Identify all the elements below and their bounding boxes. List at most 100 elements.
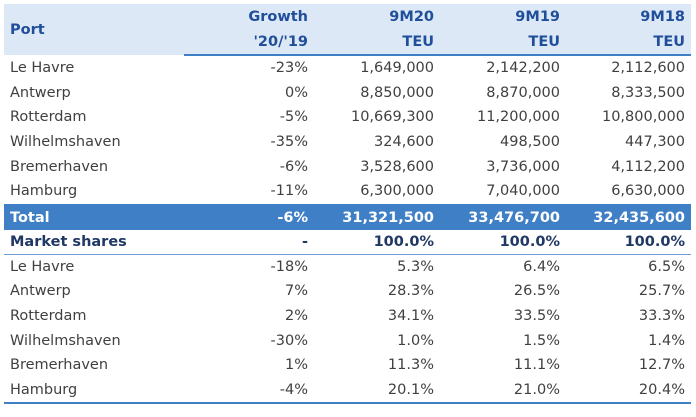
share-row-9m19: 1.5%	[523, 332, 560, 349]
shares-body: Le Havre -18% 5.3% 6.4% 6.5% Antwerp 7% 28.3% 26…	[4, 254, 691, 405]
share-row-port: Le Havre	[10, 258, 75, 275]
share-row-port: Bremerhaven	[10, 357, 109, 374]
share-row-9m20: 1.0%	[397, 332, 434, 349]
header-9m20-line2: TEU	[314, 29, 440, 56]
volume-row-growth: -6%	[279, 158, 308, 175]
market-shares-label: Market shares	[4, 229, 184, 255]
share-row: Antwerp 7% 28.3% 26.5% 25.7%	[4, 279, 691, 304]
total-label: Total	[4, 204, 184, 230]
share-row-growth: -4%	[184, 377, 314, 405]
share-row: Le Havre -18% 5.3% 6.4% 6.5%	[4, 254, 691, 279]
share-row: Rotterdam 2% 34.1% 33.5% 33.3%	[4, 304, 691, 329]
volume-row-port: Antwerp	[10, 84, 71, 101]
market-shares-9m20: 100.0%	[314, 229, 440, 255]
volume-row-9m18: 8,333,500	[611, 84, 685, 101]
volume-row-9m20: 1,649,000	[360, 60, 434, 77]
share-row-9m18: 1.4%	[648, 332, 685, 349]
volume-row: Le Havre -23% 1,649,000 2,142,200 2,112,600	[4, 55, 691, 81]
volume-row: Rotterdam -5% 10,669,300 11,200,000 10,800,0…	[4, 105, 691, 130]
share-row-port: Wilhelmshaven	[10, 332, 121, 349]
volume-row-9m20: 324,600	[374, 134, 434, 151]
share-row-growth: 1%	[284, 357, 308, 374]
share-row-port: Antwerp	[10, 283, 71, 300]
share-row-port: Hamburg	[4, 377, 184, 405]
volume-row-growth: -5%	[279, 109, 308, 126]
volume-row-growth: -11%	[184, 178, 314, 206]
volume-row-growth: -23%	[270, 60, 308, 77]
header-growth-line2: '20/'19	[184, 29, 314, 56]
volume-row-port: Rotterdam	[10, 109, 87, 126]
volume-row: Antwerp 0% 8,850,000 8,870,000 8,333,500	[4, 81, 691, 106]
volume-row: Hamburg -11% 6,300,000 7,040,000 6,630,000	[4, 178, 691, 206]
share-row-9m19: 26.5%	[513, 283, 560, 300]
header-9m19-line1: 9M19	[440, 4, 566, 29]
volume-row-9m20: 6,300,000	[314, 178, 440, 206]
share-row-growth: 7%	[284, 283, 308, 300]
share-row-growth: -18%	[270, 258, 308, 275]
port-throughput-table: Port Growth 9M20 9M19 9M18 '20/'19 TEU T…	[4, 4, 691, 405]
volume-row-9m19: 11,200,000	[476, 109, 560, 126]
share-row-9m20: 11.3%	[387, 357, 434, 374]
share-row-9m20: 34.1%	[387, 308, 434, 325]
volume-row-9m18: 10,800,000	[601, 109, 685, 126]
share-row: Wilhelmshaven -30% 1.0% 1.5% 1.4%	[4, 328, 691, 353]
share-row-9m20: 20.1%	[314, 377, 440, 405]
volume-row-9m20: 3,528,600	[360, 158, 434, 175]
volume-row-9m18: 2,112,600	[611, 60, 685, 77]
volume-row-9m19: 2,142,200	[486, 60, 560, 77]
share-row: Bremerhaven 1% 11.3% 11.1% 12.7%	[4, 353, 691, 378]
header-9m19-line2: TEU	[440, 29, 566, 56]
total-9m19: 33,476,700	[440, 204, 566, 230]
share-row: Hamburg -4% 20.1% 21.0% 20.4%	[4, 377, 691, 405]
market-shares-growth: -	[184, 229, 314, 255]
volume-row-9m19: 7,040,000	[440, 178, 566, 206]
volume-row: Bremerhaven -6% 3,528,600 3,736,000 4,112,20…	[4, 154, 691, 179]
share-row-9m19: 6.4%	[523, 258, 560, 275]
market-shares-9m19: 100.0%	[440, 229, 566, 255]
header-row-2: '20/'19 TEU TEU TEU	[4, 29, 691, 56]
market-shares-row: Market shares - 100.0% 100.0% 100.0%	[4, 229, 691, 255]
share-row-9m19: 21.0%	[440, 377, 566, 405]
share-row-9m20: 28.3%	[387, 283, 434, 300]
total-9m18: 32,435,600	[566, 204, 691, 230]
volume-row-port: Bremerhaven	[10, 158, 109, 175]
share-row-9m18: 20.4%	[566, 377, 691, 405]
share-row-9m20: 5.3%	[397, 258, 434, 275]
volume-row: Wilhelmshaven -35% 324,600 498,500 447,300	[4, 130, 691, 155]
header-9m20-line1: 9M20	[314, 4, 440, 29]
volume-row-port: Le Havre	[10, 59, 75, 76]
total-growth: -6%	[184, 204, 314, 230]
share-row-growth: -30%	[270, 332, 308, 349]
volume-row-port: Hamburg	[4, 178, 184, 206]
header-9m18-line2: TEU	[566, 29, 691, 56]
volume-row-9m19: 3,736,000	[486, 158, 560, 175]
header-port: Port	[4, 4, 184, 55]
header-growth-line1: Growth	[184, 4, 314, 29]
share-row-9m19: 33.5%	[513, 308, 560, 325]
share-row-port: Rotterdam	[10, 308, 87, 325]
volume-row-9m19: 498,500	[500, 134, 560, 151]
share-row-9m18: 33.3%	[638, 308, 685, 325]
share-row-9m18: 6.5%	[648, 258, 685, 275]
volume-row-growth: 0%	[284, 84, 308, 101]
total-body: Total -6% 31,321,500 33,476,700 32,435,6…	[4, 204, 691, 255]
volume-row-9m18: 6,630,000	[566, 178, 691, 206]
share-row-9m18: 12.7%	[638, 357, 685, 374]
market-shares-9m18: 100.0%	[566, 229, 691, 255]
header-9m18-line1: 9M18	[566, 4, 691, 29]
share-row-growth: 2%	[284, 308, 308, 325]
total-row: Total -6% 31,321,500 33,476,700 32,435,6…	[4, 204, 691, 230]
volume-row-9m18: 447,300	[625, 134, 685, 151]
volume-row-9m20: 10,669,300	[350, 109, 434, 126]
header-row-1: Port Growth 9M20 9M19 9M18	[4, 4, 691, 55]
total-9m20: 31,321,500	[314, 204, 440, 230]
volume-row-9m19: 8,870,000	[486, 84, 560, 101]
volume-row-9m20: 8,850,000	[360, 84, 434, 101]
volume-row-growth: -35%	[270, 134, 308, 151]
share-row-9m18: 25.7%	[638, 283, 685, 300]
share-row-9m19: 11.1%	[513, 357, 560, 374]
volumes-body: Le Havre -23% 1,649,000 2,142,200 2,112,600 A…	[4, 55, 691, 206]
volume-row-port: Wilhelmshaven	[10, 134, 121, 151]
volume-row-9m18: 4,112,200	[611, 158, 685, 175]
